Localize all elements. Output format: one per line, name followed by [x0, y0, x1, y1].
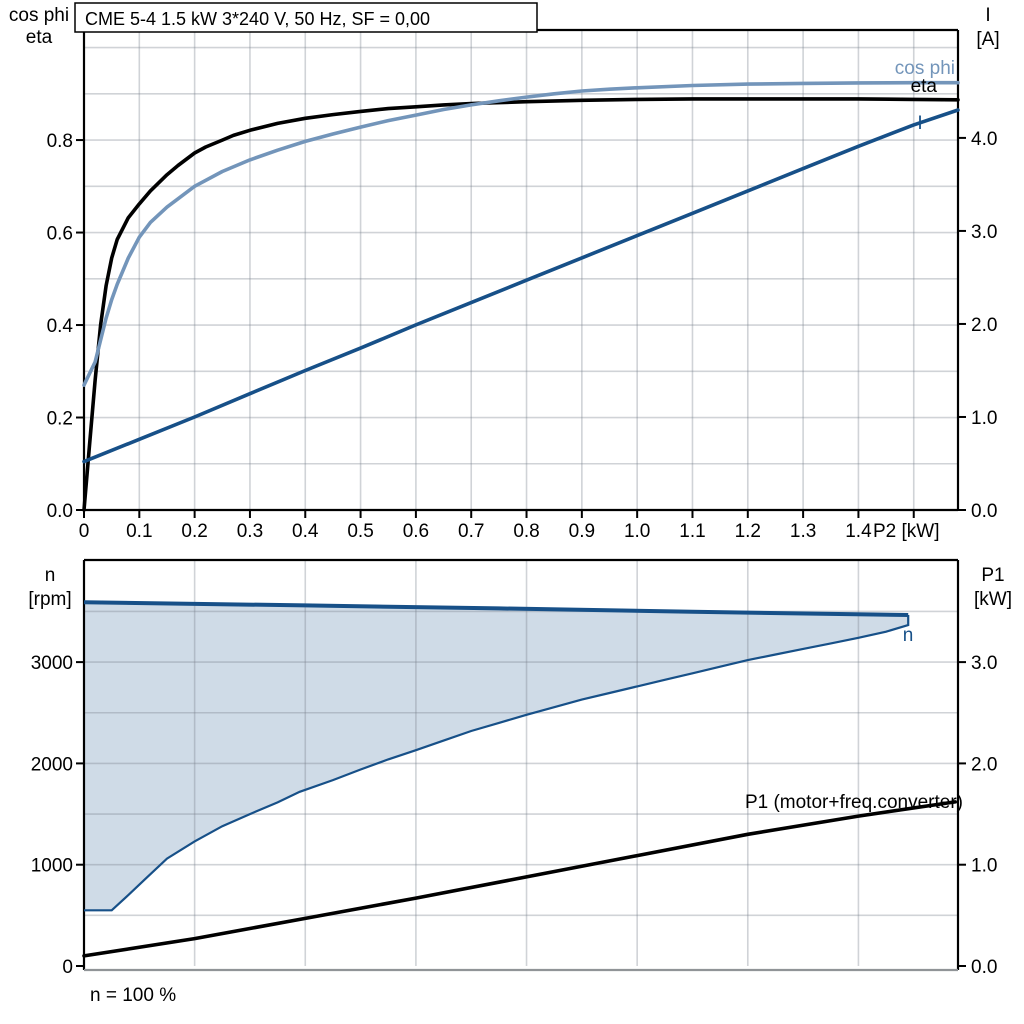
curve-label-p1-motor-freq-converter-: P1 (motor+freq.converter): [745, 792, 963, 813]
left-axis-title-line: n: [45, 565, 56, 586]
x-tick-label: 0: [79, 521, 90, 542]
n-max-curve: [83, 600, 909, 617]
chart-title-box: CME 5-4 1.5 kW 3*240 V, 50 Hz, SF = 0,00: [74, 2, 538, 33]
right-tick-label: 1.0: [971, 408, 997, 429]
series-curve-i: [82, 108, 960, 464]
x-tick-label: 0.4: [292, 521, 319, 542]
curve-label-eta: eta: [911, 76, 938, 97]
x-tick-label: 0.2: [181, 521, 207, 542]
left-axis-title-line: [rpm]: [28, 589, 71, 610]
n-min-curve: [84, 615, 910, 912]
right-axis-title-line: P1: [981, 565, 1004, 586]
tick-labels: 0.0 0.2 0.4 0.6 0.8 0.0 1.0 2.0 3.0 4.0 0 0.1 0.2 0.3…: [47, 129, 998, 542]
right-tick-label: 2.0: [971, 315, 997, 336]
left-tick-label: 0.8: [47, 131, 73, 152]
right-tick-label: 2.0: [971, 754, 997, 775]
left-tick-label: 3000: [31, 653, 73, 674]
left-tick-label: 0.0: [47, 501, 73, 522]
series-curve-cos-phi: [82, 80, 960, 387]
chart-performance: 0.0 0.2 0.4 0.6 0.8 0.0 1.0 2.0 3.0 4.0 0 0.1 0.2 0.3…: [9, 2, 1000, 542]
tick-marks: [76, 661, 966, 967]
right-axis-title-line: I: [985, 5, 990, 26]
right-axis-title-line: [A]: [976, 29, 999, 50]
plot-frame: [82, 558, 960, 972]
tick-labels: 0 1000 2000 3000 0.0 1.0 2.0 3.0: [31, 653, 998, 978]
x-tick-label: 1.0: [624, 521, 650, 542]
left-tick-label: 0: [62, 957, 73, 978]
tick-marks: [76, 136, 966, 518]
speed-range-band-fill: [84, 602, 909, 911]
left-tick-label: 0.2: [47, 409, 73, 430]
x-tick-label: 1.4: [845, 521, 872, 542]
right-tick-label: 0.0: [971, 957, 997, 978]
x-tick-label: 0.9: [569, 521, 595, 542]
curve-label-n-100-: n = 100 %: [90, 985, 176, 1006]
x-tick-label: 0.7: [458, 521, 484, 542]
right-tick-label: 0.0: [971, 501, 997, 522]
right-tick-label: 4.0: [971, 129, 997, 150]
right-axis-title-line: [kW]: [974, 589, 1012, 610]
curve-label-i: I: [917, 113, 922, 134]
x-axis-title: P2 [kW]: [873, 521, 940, 542]
x-tick-label: 1.2: [735, 521, 761, 542]
x-tick-label: 1.1: [679, 521, 705, 542]
gridlines: [84, 560, 958, 966]
left-tick-label: 2000: [31, 754, 73, 775]
chart-title: CME 5-4 1.5 kW 3*240 V, 50 Hz, SF = 0,00: [85, 9, 430, 29]
title-box-border: [74, 2, 538, 33]
left-axis-title-line: eta: [26, 27, 53, 48]
x-tick-label: 0.6: [403, 521, 429, 542]
left-tick-label: 0.6: [47, 224, 73, 245]
gridlines: [84, 30, 958, 510]
chart-speed-range: 0 1000 2000 3000 0.0 1.0 2.0 3.0 n [rpm] P1 [kW] n P1…: [28, 558, 1012, 1006]
x-tick-label: 0.1: [126, 521, 152, 542]
left-tick-label: 1000: [31, 856, 73, 877]
x-tick-label: 0.5: [347, 521, 373, 542]
series-curve-p1-motor-freq-converter-: [82, 800, 957, 958]
left-tick-label: 0.4: [47, 316, 74, 337]
axis-corner-titles: n [rpm] P1 [kW]: [28, 565, 1012, 610]
right-tick-label: 3.0: [971, 653, 997, 674]
x-tick-label: 1.3: [790, 521, 816, 542]
left-axis-title-line: cos phi: [9, 5, 69, 26]
x-tick-label: 0.3: [237, 521, 263, 542]
series-curve-eta: [82, 97, 960, 512]
curve-label-cos-phi: cos phi: [895, 58, 955, 79]
curve-label-n: n: [903, 625, 914, 646]
x-tick-label: 0.8: [513, 521, 539, 542]
curve-labels: n P1 (motor+freq.converter) n = 100 %: [90, 625, 963, 1006]
right-tick-label: 1.0: [971, 856, 997, 877]
right-tick-label: 3.0: [971, 222, 997, 243]
